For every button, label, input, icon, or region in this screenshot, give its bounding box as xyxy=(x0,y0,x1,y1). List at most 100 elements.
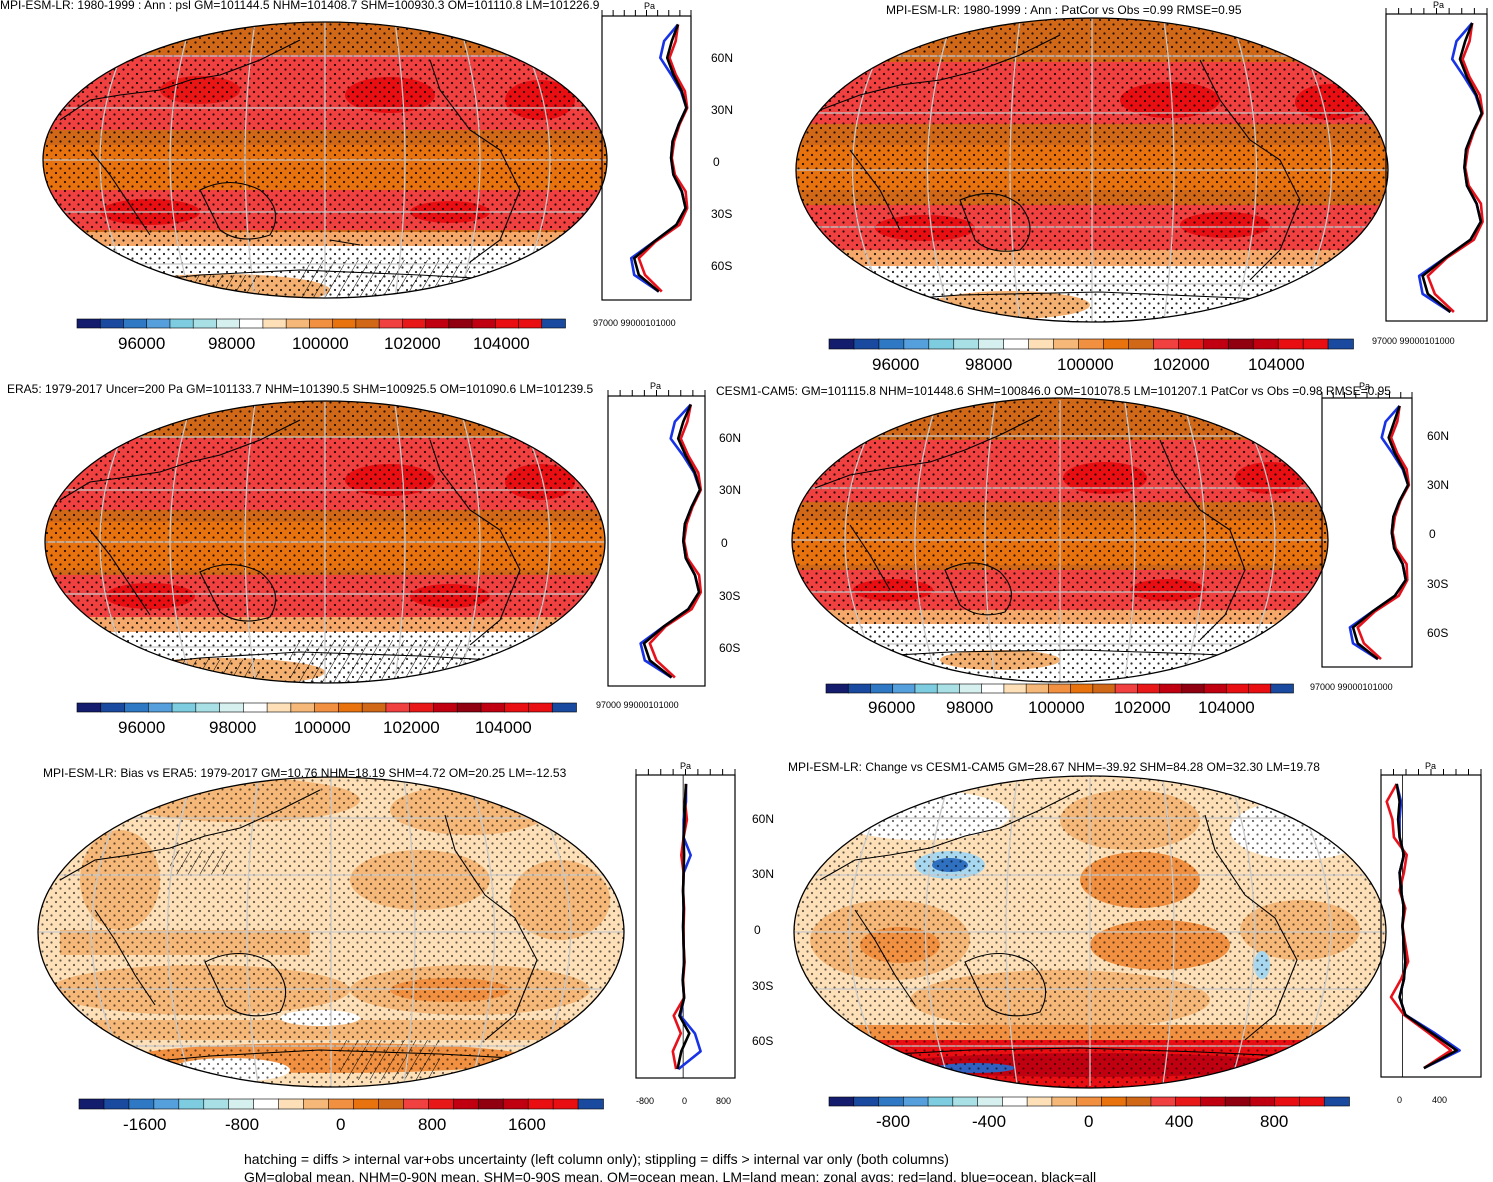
footer-line-1: hatching = diffs > internal var+obs unce… xyxy=(244,1151,949,1167)
colorbar-swatch xyxy=(1153,338,1180,350)
colorbar-label: 100000 xyxy=(1057,355,1114,374)
colorbar-swatch xyxy=(1070,683,1094,694)
colorbar-swatch xyxy=(504,702,530,713)
colorbar-swatch xyxy=(471,318,497,329)
colorbar-swatch xyxy=(1302,338,1329,350)
zonal-x-ticks: 97000 99000101000 xyxy=(593,318,676,328)
colorbar-swatch xyxy=(239,318,264,329)
lat-label: 60S xyxy=(1427,626,1448,640)
zonal-mean-panel: Pa 97000 99000101000 xyxy=(1372,0,1488,346)
colorbar-swatch xyxy=(1078,338,1105,350)
colorbar-swatch xyxy=(195,702,221,713)
zonal-all-line xyxy=(632,23,688,293)
colorbar-swatch xyxy=(1225,683,1250,694)
colorbar-label: 0 xyxy=(336,1115,345,1134)
colorbar-label: 96000 xyxy=(872,355,919,374)
map xyxy=(45,401,605,683)
colorbar-swatch xyxy=(192,318,218,329)
lat-label: 30N xyxy=(1427,478,1449,492)
colorbar-swatch xyxy=(403,1098,430,1110)
zonal-all-line xyxy=(676,783,691,1070)
colorbar-swatch xyxy=(123,318,148,329)
colorbar-swatch xyxy=(425,318,450,329)
colorbar-swatch xyxy=(1150,1096,1177,1107)
colorbar-label: -400 xyxy=(972,1112,1006,1131)
colorbar-swatch xyxy=(243,702,268,713)
colorbar-swatch xyxy=(124,702,150,713)
colorbar-swatch xyxy=(981,683,1005,694)
colorbar-swatch xyxy=(355,318,380,329)
colorbar-swatch xyxy=(1227,338,1254,350)
colorbar-swatch xyxy=(959,683,983,694)
lat-label: 0 xyxy=(754,923,761,937)
colorbar-swatch xyxy=(528,702,554,713)
colorbar-swatch xyxy=(378,1098,405,1110)
panel-mpi-bias: MPI-ESM-LR: Bias vs ERA5: 1979-2017 GM=1… xyxy=(37,761,774,1134)
colorbar-label: 104000 xyxy=(473,334,530,353)
colorbar-swatch xyxy=(977,1096,1004,1107)
lat-label: 60N xyxy=(1427,429,1449,443)
unit-label: Pa xyxy=(650,381,661,391)
panel-mpi-change: MPI-ESM-LR: Change vs CESM1-CAM5 GM=28.6… xyxy=(788,760,1482,1131)
panel-title: MPI-ESM-LR: Change vs CESM1-CAM5 GM=28.6… xyxy=(788,760,1320,774)
unit-label: Pa xyxy=(644,1,655,11)
panel-title: MPI-ESM-LR: Bias vs ERA5: 1979-2017 GM=1… xyxy=(43,766,567,780)
lat-label: 30N xyxy=(752,867,774,881)
colorbar-swatch xyxy=(1299,1096,1326,1107)
zonal-land-line xyxy=(1426,22,1484,313)
colorbar-swatch xyxy=(1076,1096,1103,1107)
zonal-ocean-line xyxy=(639,403,702,679)
colorbar-swatch xyxy=(285,318,311,329)
colorbar-label: 104000 xyxy=(1248,355,1305,374)
map-outline xyxy=(793,775,1387,1089)
zonal-x-tick: 0 xyxy=(682,1096,687,1106)
lat-label: 30S xyxy=(752,979,773,993)
colorbar-swatch xyxy=(825,683,850,694)
map xyxy=(796,18,1388,322)
colorbar-swatch xyxy=(169,318,194,329)
colorbar-label: 102000 xyxy=(1153,355,1210,374)
colorbar xyxy=(76,318,566,329)
colorbar-swatch xyxy=(385,702,411,713)
colorbar-swatch xyxy=(99,318,125,329)
colorbar-swatch xyxy=(892,683,916,694)
panel-title: MPI-ESM-LR: 1980-1999 : Ann : psl GM=101… xyxy=(0,0,600,12)
map-outline xyxy=(791,397,1329,683)
colorbar-swatch xyxy=(100,702,126,713)
lat-label: 60N xyxy=(752,812,774,826)
lat-label: 60N xyxy=(711,51,733,65)
colorbar-swatch xyxy=(952,1096,979,1107)
colorbar-swatch xyxy=(1137,683,1161,694)
colorbar-swatch xyxy=(433,702,458,713)
map-outline xyxy=(37,776,625,1088)
colorbar-swatch xyxy=(402,318,427,329)
colorbar-swatch xyxy=(936,683,961,694)
colorbar-label: -800 xyxy=(225,1115,259,1134)
zonal-x-tick: 800 xyxy=(716,1096,731,1106)
colorbar-label: 104000 xyxy=(1198,698,1255,717)
colorbar-swatch xyxy=(480,702,506,713)
footer-line-2: GM=global mean, NHM=0-90N mean, SHM=0-90… xyxy=(244,1169,1096,1182)
colorbar-label: 96000 xyxy=(118,718,165,737)
zonal-mean-panel: 60N 30N 0 30S 60S Pa 97000 99000101000 xyxy=(593,1,733,328)
lat-label: 60N xyxy=(719,431,741,445)
colorbar-swatch xyxy=(103,1098,130,1110)
map xyxy=(38,777,624,1087)
panel-mpi-mean: MPI-ESM-LR: 1980-1999 : Ann : psl GM=101… xyxy=(0,0,733,353)
colorbar-label: 100000 xyxy=(1028,698,1085,717)
colorbar-label: 98000 xyxy=(965,355,1012,374)
colorbar-swatch xyxy=(527,1098,554,1110)
colorbar-swatch xyxy=(1181,683,1205,694)
colorbar xyxy=(825,683,1294,694)
colorbar-swatch xyxy=(1026,1096,1053,1107)
colorbar-swatch xyxy=(78,1098,105,1110)
colorbar-swatch xyxy=(332,318,357,329)
colorbar-swatch xyxy=(541,318,566,329)
colorbar-swatch xyxy=(278,1098,305,1110)
colorbar-swatch xyxy=(902,1096,929,1107)
colorbar-swatch xyxy=(228,1098,255,1110)
panel-title: CESM1-CAM5: GM=101115.8 NHM=101448.6 SHM… xyxy=(716,384,1391,398)
colorbar-swatch xyxy=(1178,338,1205,350)
zonal-x-tick: 0 xyxy=(1397,1095,1402,1105)
zonal-frame xyxy=(607,395,706,687)
